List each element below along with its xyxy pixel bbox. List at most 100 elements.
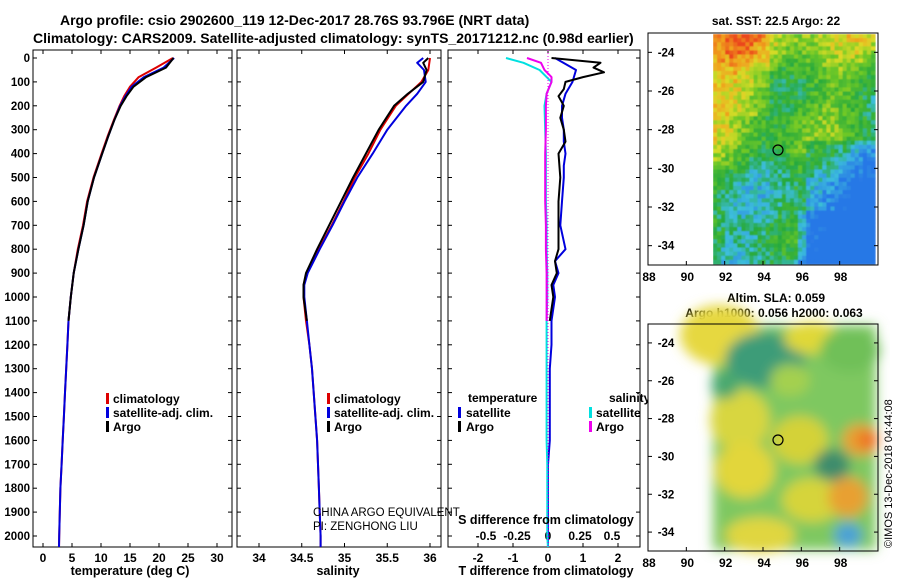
sst-cell [741,235,746,240]
sst-cell [858,136,864,142]
lat-tick-label: -28 [658,125,675,137]
sst-cell [713,214,718,220]
sst-cell [842,107,848,113]
sst-cell [870,222,876,228]
sst-cell [818,99,823,105]
sst-cell [713,91,718,97]
sst-cell [777,239,783,245]
sst-cell [777,144,783,150]
sst-cell [794,38,799,43]
sst-cell [733,79,738,84]
sst-map-title: sat. SST: 22.5 Argo: 22 [712,14,841,28]
sst-cell [737,112,742,117]
sst-cell [806,190,811,195]
sst-cell [765,194,771,199]
sst-cell [858,107,864,113]
sst-cell [854,185,860,191]
sst-cell [794,214,799,220]
sst-cell [749,75,755,80]
sla-blob [715,442,775,498]
sst-cell [842,42,848,47]
sst-cell [814,120,819,125]
sst-cell [842,243,848,249]
sla-map-field [680,305,880,553]
sst-cell [842,120,848,125]
sst-cell [830,136,836,142]
sst-cell [717,38,722,43]
sst-cell [794,34,799,39]
sst-cell [834,161,840,167]
sst-cell [753,202,759,208]
sst-cell [806,91,811,97]
sst-cell [713,54,718,60]
sst-cell [858,132,864,138]
sst-cell [777,157,783,162]
sst-cell [834,132,840,138]
sst-cell [826,243,832,249]
sst-cell [838,112,844,117]
sst-cell [794,58,799,64]
sst-cell [725,202,730,208]
sst-cell [822,66,827,72]
sst-cell [729,206,734,212]
sst-cell [717,124,722,130]
sst-cell [834,214,840,220]
sst-cell [870,46,876,52]
sst-cell [822,116,827,121]
sst-cell [721,46,726,52]
sst-cell [789,79,795,84]
sst-cell [753,259,759,265]
depth-tick-label: 0 [24,53,30,65]
sst-cell [846,198,852,203]
sst-cell [765,83,771,88]
legend-swatch-sal-argo [589,421,592,432]
sst-cell [733,177,738,183]
sst-cell [806,194,811,199]
sst-cell [794,165,799,171]
sst-cell [777,62,783,68]
sst-cell [749,214,755,220]
sst-cell [777,194,783,199]
sst-cell [789,116,795,121]
sst-cell [830,58,836,64]
sst-cell [725,107,730,113]
sst-cell [814,107,819,113]
sst-cell [858,177,864,183]
sst-cell [870,132,876,138]
depth-tick-label: 1500 [4,412,30,424]
series-line-satellite-adj-clim- [58,57,175,547]
sst-cell [798,58,803,64]
sst-cell [761,247,767,253]
sst-cell [794,62,799,68]
sst-cell [850,239,856,245]
sst-cell [862,259,868,265]
legend-label-sal-satellite: satellite [596,406,641,420]
sst-cell [854,202,860,208]
sst-cell [773,153,779,158]
sst-cell [769,83,775,88]
sla-blob [820,328,880,372]
sst-cell [765,173,771,179]
sst-cell [785,124,791,130]
sst-cell [761,128,767,134]
sst-cell [866,62,872,68]
sst-cell [713,255,718,261]
sst-cell [741,194,746,199]
sst-cell [753,46,759,52]
sst-cell [846,227,852,232]
sst-cell [830,95,836,101]
sst-cell [850,95,856,101]
sst-cell [814,194,819,199]
sst-cell [773,116,779,121]
sst-cell [834,58,840,64]
sst-cell [757,95,763,101]
sst-cell [818,161,823,167]
sst-cell [761,87,767,93]
sst-cell [858,128,864,134]
sst-cell [858,255,864,261]
sst-cell [862,177,868,183]
sst-cell [798,54,803,60]
sst-cell [854,83,860,88]
sst-cell [765,169,771,175]
sst-cell [826,144,832,150]
